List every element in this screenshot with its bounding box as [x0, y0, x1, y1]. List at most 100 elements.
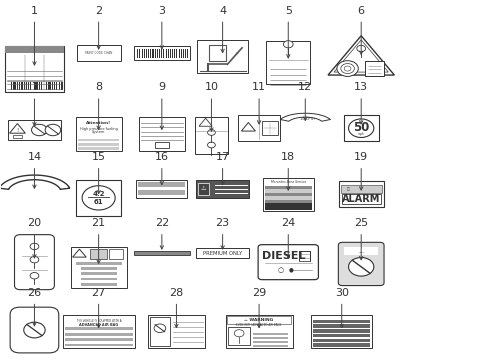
Bar	[20, 82, 22, 90]
Text: 1: 1	[31, 6, 38, 16]
Bar	[150, 317, 169, 346]
Bar	[11, 82, 12, 90]
Text: EVEN WITH ADVANCED AIR BAGS: EVEN WITH ADVANCED AIR BAGS	[236, 323, 281, 327]
Bar	[71, 247, 126, 288]
Bar	[81, 273, 116, 275]
Bar	[140, 49, 141, 58]
Bar	[340, 185, 381, 193]
Bar	[30, 82, 31, 90]
Bar	[109, 249, 122, 259]
Circle shape	[31, 124, 47, 136]
Bar	[225, 315, 292, 348]
Bar	[311, 315, 371, 348]
Bar	[46, 82, 47, 90]
Circle shape	[348, 119, 373, 138]
Text: 24: 24	[281, 218, 295, 228]
Bar	[252, 345, 287, 347]
Bar	[164, 49, 165, 58]
Bar	[313, 329, 369, 333]
Text: 55+: 55+	[311, 117, 316, 121]
Bar	[62, 315, 134, 348]
Polygon shape	[280, 113, 330, 121]
Circle shape	[82, 186, 115, 210]
Text: 17: 17	[215, 152, 229, 162]
Text: 25: 25	[353, 218, 367, 228]
Bar	[186, 49, 187, 58]
Bar	[17, 82, 18, 90]
Text: 28: 28	[169, 288, 183, 298]
Bar	[264, 197, 311, 200]
Bar	[344, 247, 377, 255]
Bar	[56, 82, 57, 90]
Bar	[137, 49, 138, 58]
Bar	[198, 183, 208, 195]
Bar	[196, 248, 249, 258]
Text: 50: 50	[352, 121, 368, 134]
Text: 15: 15	[91, 152, 105, 162]
Text: 16: 16	[155, 152, 168, 162]
Bar	[44, 82, 45, 90]
Bar	[159, 49, 160, 58]
Bar	[264, 203, 311, 210]
Bar	[134, 251, 189, 255]
Bar	[166, 49, 167, 58]
Polygon shape	[327, 36, 393, 75]
Circle shape	[154, 324, 165, 333]
Text: 27: 27	[91, 288, 105, 298]
Bar	[343, 115, 378, 141]
Bar	[264, 189, 311, 193]
Bar	[64, 338, 132, 341]
Bar	[26, 82, 27, 90]
Text: 13: 13	[353, 82, 367, 93]
Circle shape	[283, 41, 292, 48]
Bar	[184, 49, 185, 58]
Text: ○: ○	[277, 267, 284, 273]
Text: 6: 6	[357, 6, 364, 16]
FancyBboxPatch shape	[338, 242, 383, 285]
Bar	[76, 180, 121, 216]
Bar	[197, 40, 247, 73]
Bar	[161, 49, 162, 58]
Circle shape	[30, 273, 39, 279]
Bar	[78, 143, 119, 146]
Text: ●: ●	[288, 267, 292, 273]
Text: DIESEL: DIESEL	[261, 251, 305, 261]
Circle shape	[24, 322, 45, 338]
Circle shape	[30, 243, 39, 249]
Bar	[226, 316, 290, 324]
Bar	[138, 190, 185, 195]
Bar	[78, 148, 119, 150]
Bar	[28, 82, 29, 90]
Text: 29: 29	[251, 288, 265, 298]
Bar	[175, 49, 176, 58]
Circle shape	[348, 257, 373, 276]
Bar	[313, 334, 369, 337]
Bar	[195, 117, 227, 154]
Bar	[35, 82, 37, 90]
Bar	[170, 49, 171, 58]
Text: 21: 21	[91, 218, 105, 228]
Bar	[196, 180, 249, 198]
Bar	[313, 324, 369, 328]
Bar	[264, 186, 311, 189]
Bar	[365, 62, 383, 76]
Bar	[37, 82, 38, 90]
Bar	[15, 82, 16, 90]
Bar	[179, 49, 180, 58]
Bar	[228, 327, 249, 345]
FancyBboxPatch shape	[10, 307, 59, 353]
Bar	[264, 200, 311, 203]
Bar	[266, 41, 309, 84]
Bar	[22, 82, 23, 90]
Polygon shape	[0, 175, 70, 189]
Circle shape	[207, 142, 215, 148]
Text: 5: 5	[284, 6, 291, 16]
Text: 8: 8	[95, 82, 102, 93]
Text: 22: 22	[154, 218, 169, 228]
Bar	[76, 262, 122, 265]
Text: 9: 9	[158, 82, 165, 93]
Bar	[153, 49, 154, 58]
Text: PAINT CODE CHAN: PAINT CODE CHAN	[85, 51, 112, 55]
Bar	[238, 115, 279, 141]
Bar	[54, 82, 55, 90]
